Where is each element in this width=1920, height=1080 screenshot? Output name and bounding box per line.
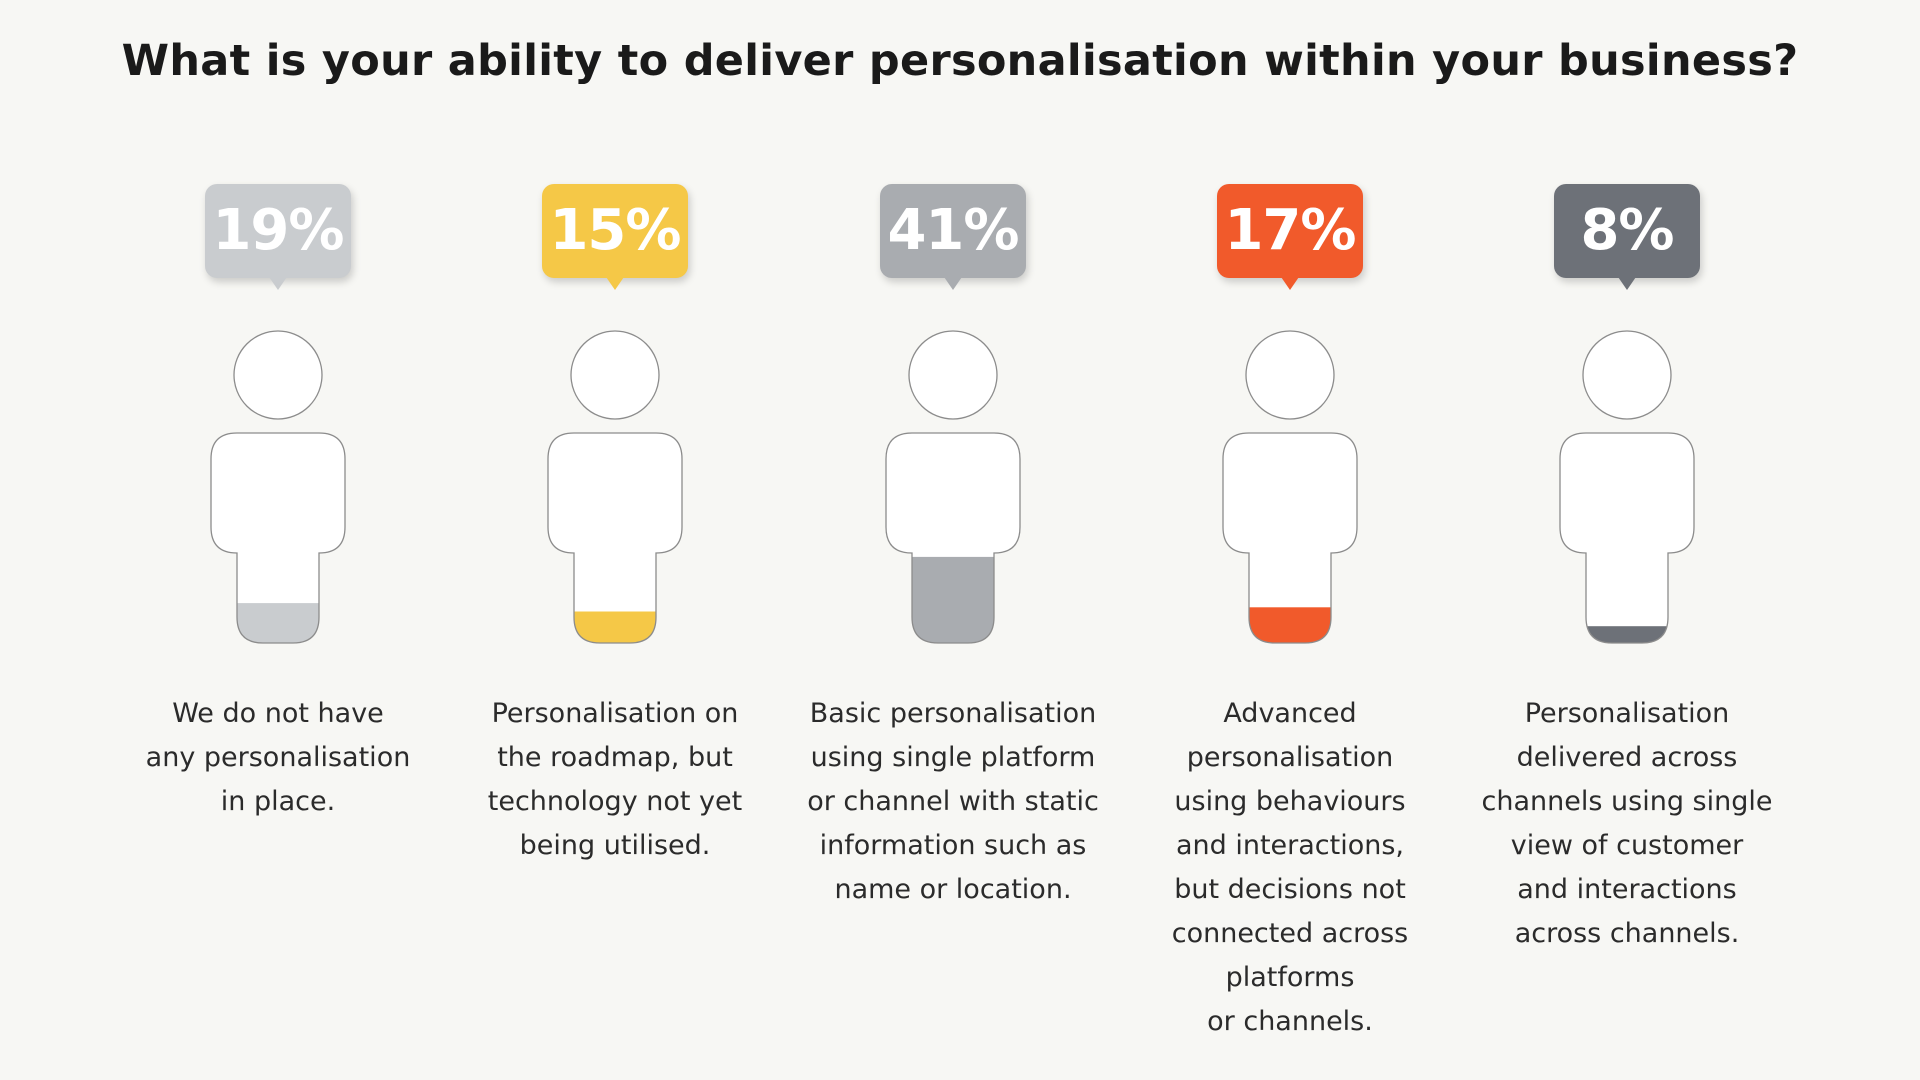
description-line: personalisation (1186, 742, 1394, 773)
person-icon (1559, 330, 1695, 644)
person-icon (547, 330, 683, 644)
description-line: view of customer (1510, 830, 1744, 861)
badge-pointer (1279, 274, 1301, 290)
person-body-background (1560, 433, 1694, 643)
person-icon (1222, 330, 1358, 644)
category-description: Basic personalisation using single platfo… (793, 692, 1113, 912)
description-line: name or location. (834, 874, 1072, 905)
percentage-badge: 8% (1554, 184, 1700, 290)
person-fill-bar (211, 603, 345, 643)
person-fill-bar (548, 611, 682, 643)
percentage-label: 15% (549, 198, 681, 263)
person-body-outline (1222, 432, 1358, 644)
description-line: using behaviours (1174, 786, 1406, 817)
description-line: or channels. (1207, 1006, 1373, 1037)
category-description: Advanced personalisation using behaviours a… (1130, 692, 1450, 1044)
percentage-badge: 17% (1217, 184, 1363, 290)
description-line: in place. (220, 786, 336, 817)
description-line: channels using single (1481, 786, 1773, 817)
person-body-background (211, 433, 345, 643)
category-column: 17% Advanced personalisation using behaviou… (1130, 0, 1450, 1080)
person-body-outline (1559, 432, 1695, 644)
description-line: but decisions not (1174, 874, 1406, 905)
percentage-badge: 15% (542, 184, 688, 290)
percentage-badge: 41% (880, 184, 1026, 290)
percentage-label: 19% (212, 198, 344, 263)
category-column: 15% Personalisation on the roadmap, but tec… (455, 0, 775, 1080)
category-description: Personalisation on the roadmap, but techno… (455, 692, 775, 868)
person-head (570, 330, 660, 420)
description-line: across channels. (1514, 918, 1740, 949)
description-line: connected across (1171, 918, 1409, 949)
description-line: technology not yet (487, 786, 743, 817)
description-line: using single platform (810, 742, 1096, 773)
person-head (1582, 330, 1672, 420)
description-line: Advanced (1223, 698, 1357, 729)
person-body-background (1223, 433, 1357, 643)
description-line: delivered across (1516, 742, 1738, 773)
category-column: 8% Personalisation delivered across channel… (1467, 0, 1787, 1080)
chart-title: What is your ability to deliver personal… (121, 36, 1799, 86)
description-line: Basic personalisation (809, 698, 1097, 729)
percentage-label: 8% (1580, 198, 1674, 263)
person-head (233, 330, 323, 420)
description-line: Personalisation on (491, 698, 739, 729)
person-body-outline (547, 432, 683, 644)
person-fill-bar (1223, 607, 1357, 643)
description-line: any personalisation (145, 742, 411, 773)
description-line: We do not have (172, 698, 384, 729)
description-line: the roadmap, but (497, 742, 733, 773)
person-body-outline (885, 432, 1021, 644)
person-icon (210, 330, 346, 644)
person-head (908, 330, 998, 420)
person-body-background (548, 433, 682, 643)
person-fill-bar (1560, 626, 1694, 643)
person-body-outline (210, 432, 346, 644)
person-head (1245, 330, 1335, 420)
person-icon (885, 330, 1021, 644)
percentage-label: 41% (887, 198, 1019, 263)
category-description: We do not have any personalisation in plac… (118, 692, 438, 824)
description-line: platforms (1225, 962, 1355, 993)
percentage-label: 17% (1224, 198, 1356, 263)
category-column: 41% Basic personalisation using single pla… (793, 0, 1113, 1080)
description-line: information such as (819, 830, 1087, 861)
badge-pointer (267, 274, 289, 290)
category-description: Personalisation delivered across channels … (1467, 692, 1787, 956)
badge-pointer (942, 274, 964, 290)
badge-pointer (604, 274, 626, 290)
description-line: Personalisation (1524, 698, 1730, 729)
description-line: and interactions (1517, 874, 1737, 905)
description-line: or channel with static (807, 786, 1099, 817)
badge-pointer (1616, 274, 1638, 290)
description-line: and interactions, (1175, 830, 1405, 861)
percentage-badge: 19% (205, 184, 351, 290)
description-line: being utilised. (519, 830, 711, 861)
person-fill-bar (886, 556, 1020, 643)
category-column: 19% We do not have any personalisation in p… (118, 0, 438, 1080)
